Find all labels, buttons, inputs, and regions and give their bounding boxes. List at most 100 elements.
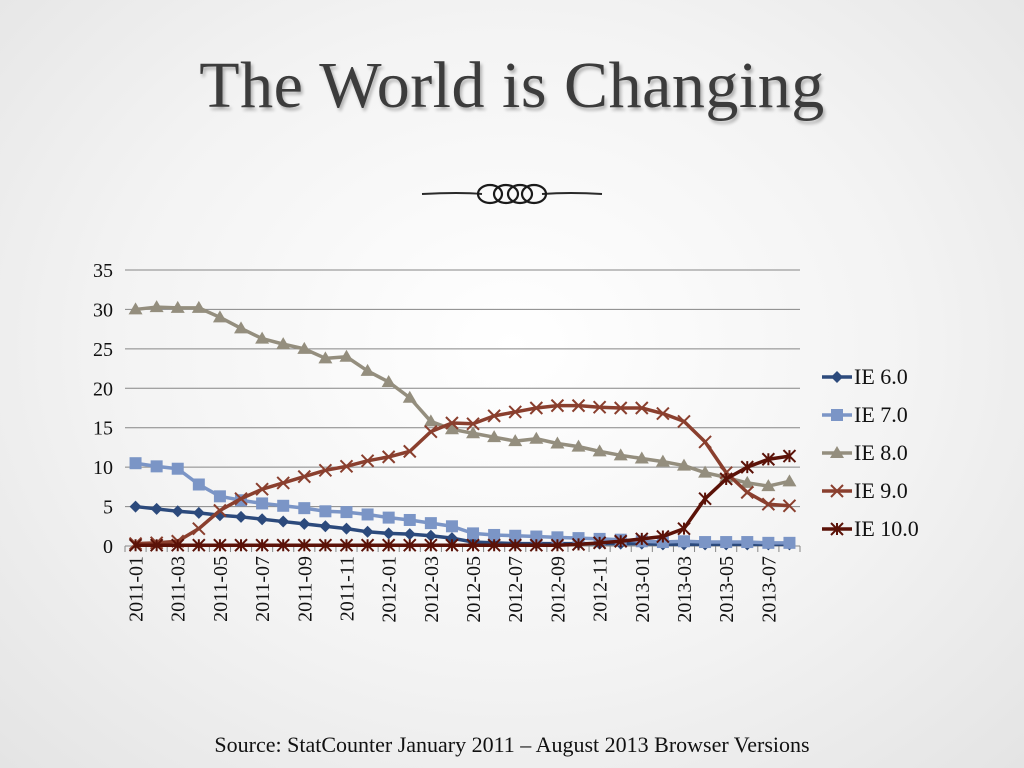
y-tick-label: 0 xyxy=(103,536,113,558)
data-point-ie-7-0 xyxy=(424,517,437,530)
data-point-ie-9-0 xyxy=(635,401,649,415)
data-point-ie-10-0 xyxy=(255,538,269,552)
data-point-ie-10-0 xyxy=(719,472,733,486)
data-point-ie-10-0 xyxy=(297,538,312,552)
data-point-ie-9-0 xyxy=(487,409,501,423)
data-point-ie-7-0 xyxy=(403,513,416,526)
data-point-ie-6-0 xyxy=(403,528,416,541)
data-point-ie-6-0 xyxy=(171,505,184,518)
data-point-ie-7-0 xyxy=(192,478,205,491)
data-point-ie-7-0 xyxy=(488,528,501,541)
x-tick-label: 2012-09 xyxy=(547,556,569,623)
data-point-ie-7-0 xyxy=(298,502,311,515)
data-point-ie-8-0 xyxy=(149,300,164,313)
data-point-ie-8-0 xyxy=(529,431,544,444)
data-point-ie-10-0 xyxy=(149,538,164,552)
y-tick-label: 5 xyxy=(103,497,113,519)
data-point-ie-9-0 xyxy=(656,406,670,421)
data-point-ie-7-0 xyxy=(445,520,458,533)
data-point-ie-8-0 xyxy=(676,458,691,471)
x-tick-label: 2013-05 xyxy=(716,556,738,623)
slide-title: The World is Changing xyxy=(199,49,825,122)
data-point-ie-9-0 xyxy=(677,414,691,429)
data-point-ie-8-0 xyxy=(318,351,333,364)
data-point-ie-10-0 xyxy=(677,521,691,536)
data-point-ie-8-0 xyxy=(466,426,481,439)
legend-label: IE 8.0 xyxy=(854,440,908,465)
data-point-ie-9-0 xyxy=(360,454,375,468)
data-point-ie-8-0 xyxy=(698,465,713,478)
data-point-ie-8-0 xyxy=(423,414,438,427)
data-point-ie-7-0 xyxy=(551,531,564,544)
data-point-ie-10-0 xyxy=(508,538,522,552)
data-point-ie-10-0 xyxy=(192,538,206,552)
data-point-ie-7-0 xyxy=(762,536,775,549)
x-tick-label: 2012-05 xyxy=(463,556,485,623)
x-tick-label: 2011-05 xyxy=(210,556,232,622)
data-point-ie-8-0 xyxy=(487,430,502,443)
data-point-ie-6-0 xyxy=(150,502,163,515)
data-point-ie-10-0 xyxy=(381,538,396,552)
data-point-ie-9-0 xyxy=(213,503,227,518)
x-tick-label: 2013-07 xyxy=(758,556,780,623)
x-tick-label: 2012-03 xyxy=(421,556,443,623)
data-point-ie-7-0 xyxy=(741,536,754,549)
data-point-ie-9-0 xyxy=(445,416,459,430)
legend-marker xyxy=(830,446,844,458)
legend-label: IE 7.0 xyxy=(854,402,908,427)
data-point-ie-6-0 xyxy=(277,515,290,528)
y-tick-label: 15 xyxy=(93,418,113,440)
data-point-ie-10-0 xyxy=(318,538,333,552)
data-point-ie-10-0 xyxy=(276,538,290,552)
data-point-ie-10-0 xyxy=(635,532,649,546)
data-point-ie-6-0 xyxy=(129,500,142,513)
data-point-ie-9-0 xyxy=(550,398,565,413)
data-point-ie-9-0 xyxy=(529,401,544,415)
series-line-ie-9-0 xyxy=(135,403,790,546)
data-point-ie-9-0 xyxy=(234,491,248,506)
x-tick-label: 2011-07 xyxy=(252,556,274,622)
x-tick-label: 2011-03 xyxy=(168,556,190,622)
legend-label: IE 9.0 xyxy=(854,478,908,503)
data-point-ie-7-0 xyxy=(213,490,226,503)
data-point-ie-8-0 xyxy=(655,454,670,467)
y-tick-label: 10 xyxy=(93,457,113,479)
data-point-ie-9-0 xyxy=(297,469,312,484)
legend-marker xyxy=(830,522,844,536)
data-point-ie-6-0 xyxy=(235,510,248,523)
y-tick-label: 35 xyxy=(93,260,113,282)
data-point-ie-6-0 xyxy=(424,529,437,542)
legend-label: IE 6.0 xyxy=(854,364,908,389)
data-point-ie-10-0 xyxy=(571,537,586,552)
data-point-ie-8-0 xyxy=(402,390,417,403)
data-point-ie-10-0 xyxy=(592,536,607,550)
source-caption: Source: StatCounter January 2011 – Augus… xyxy=(214,732,810,757)
legend-marker xyxy=(831,371,843,383)
data-point-ie-8-0 xyxy=(128,302,143,315)
data-point-ie-7-0 xyxy=(382,511,395,524)
data-point-ie-10-0 xyxy=(529,538,544,552)
data-point-ie-7-0 xyxy=(530,530,543,543)
data-point-ie-6-0 xyxy=(298,517,311,530)
flourish-divider-icon xyxy=(421,183,603,205)
data-point-ie-10-0 xyxy=(213,538,227,552)
data-point-ie-10-0 xyxy=(550,538,565,552)
y-tick-label: 20 xyxy=(93,378,113,400)
x-tick-label: 2012-11 xyxy=(590,556,612,622)
x-tick-label: 2013-01 xyxy=(632,556,654,623)
data-point-ie-7-0 xyxy=(150,460,163,473)
data-point-ie-9-0 xyxy=(740,485,754,500)
data-point-ie-6-0 xyxy=(256,513,269,526)
data-point-ie-8-0 xyxy=(613,448,628,461)
x-tick-label: 2011-01 xyxy=(126,556,148,622)
data-point-ie-9-0 xyxy=(782,499,797,513)
data-point-ie-7-0 xyxy=(319,505,332,518)
data-point-ie-8-0 xyxy=(550,436,565,449)
data-point-ie-6-0 xyxy=(319,520,332,533)
data-point-ie-9-0 xyxy=(592,400,607,414)
data-point-ie-9-0 xyxy=(255,482,269,496)
series-line-ie-8-0 xyxy=(135,305,790,488)
data-point-ie-8-0 xyxy=(170,300,185,313)
data-point-ie-8-0 xyxy=(360,363,375,376)
data-point-ie-7-0 xyxy=(720,536,733,549)
